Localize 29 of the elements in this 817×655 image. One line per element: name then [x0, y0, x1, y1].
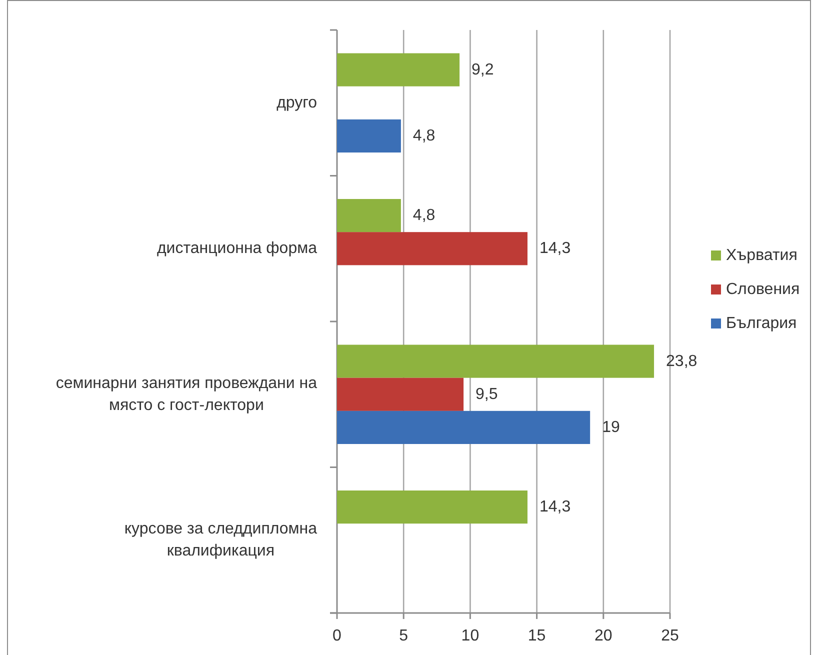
legend-label: Словения [726, 281, 800, 298]
bar [337, 378, 464, 411]
y-tick-label: семинарни занятия провеждани на място с гост-лектори [56, 374, 318, 414]
x-tick-label: 20 [594, 628, 612, 644]
bar [337, 344, 654, 378]
bar [337, 198, 401, 232]
bar [337, 490, 528, 524]
x-tick-label: 25 [661, 628, 679, 644]
y-tick-label: курсове за следдипломна квалификация [124, 520, 318, 560]
data-label: 23,8 [666, 352, 698, 370]
legend-label: България [726, 315, 797, 332]
data-label: 4,8 [412, 207, 436, 224]
data-label: 9,5 [476, 386, 498, 403]
bar [337, 232, 528, 266]
x-tick-label: 0 [332, 628, 342, 644]
x-tick-label: 15 [528, 628, 546, 644]
bar [337, 53, 460, 86]
data-label: 19 [602, 418, 620, 436]
x-tick-label: 5 [399, 628, 408, 644]
legend-label: Хърватия [726, 247, 798, 264]
x-tick-label: 10 [461, 628, 480, 644]
bar [337, 410, 590, 444]
bar [337, 119, 401, 153]
data-label: 4,8 [412, 127, 436, 144]
data-label: 14,3 [539, 498, 571, 516]
data-label: 9,2 [472, 61, 494, 78]
y-tick-label: друго [276, 94, 318, 112]
y-tick-label: дистанционна форма [156, 240, 318, 258]
data-label: 14,3 [539, 240, 571, 258]
